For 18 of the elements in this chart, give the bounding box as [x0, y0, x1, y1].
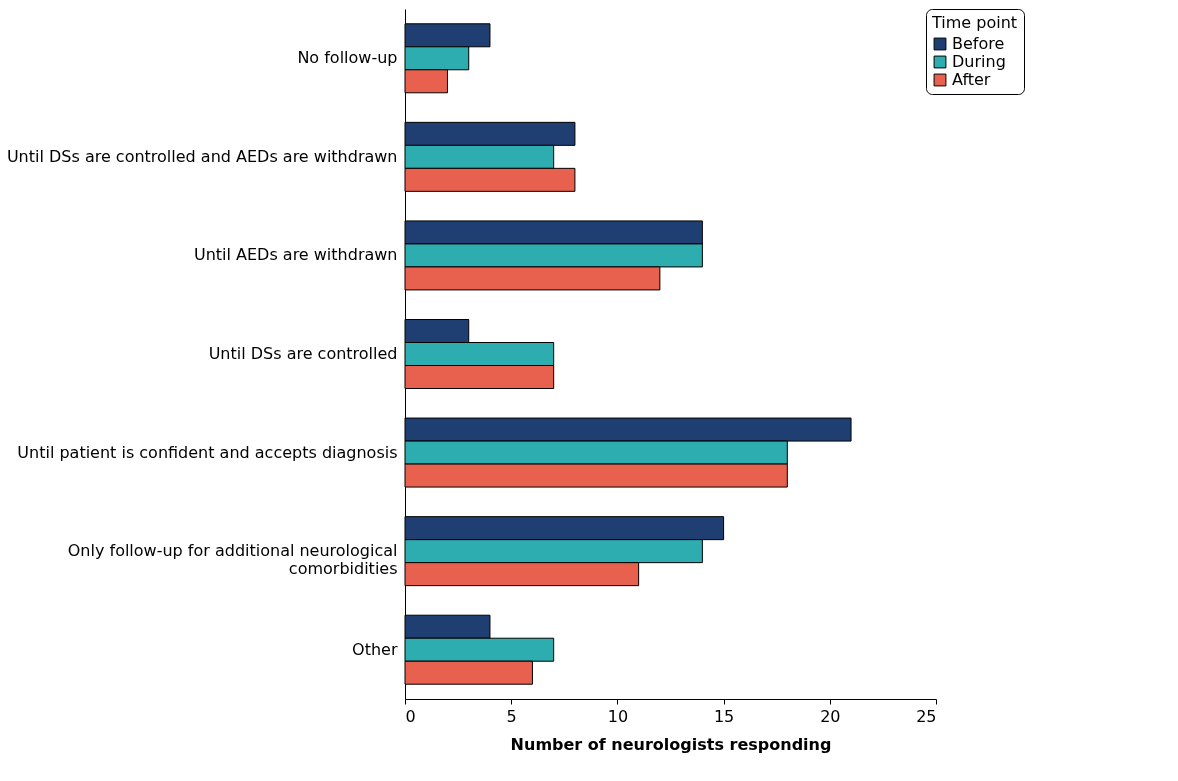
x-tick-label: 0	[405, 706, 416, 726]
y-tick-label: Only follow-up for additional neurological comorbidities	[67, 541, 398, 579]
legend-title: Time point	[931, 13, 1018, 32]
y-tick-label: Until patient is confident and accepts diagnosis	[17, 442, 398, 462]
legend-label: During	[952, 52, 1006, 71]
x-tick-label: 25	[916, 706, 937, 726]
x-tick-label: 10	[607, 706, 629, 726]
y-tick-label: Until DSs are controlled and AEDs are withdrawn	[6, 146, 398, 166]
x-axis-title: Number of neurologists responding	[510, 734, 832, 754]
legend-label: Before	[952, 34, 1005, 53]
legend-label: After	[952, 70, 991, 89]
x-tick-label: 5	[506, 706, 517, 726]
x-tick-label: 15	[713, 706, 735, 726]
x-tick-label: 20	[820, 706, 841, 726]
y-tick-label: No follow-up	[297, 48, 398, 68]
y-tick-label: Other	[352, 639, 398, 659]
y-tick-label: Until AEDs are withdrawn	[193, 245, 398, 265]
y-tick-label: Until DSs are controlled	[208, 344, 398, 363]
